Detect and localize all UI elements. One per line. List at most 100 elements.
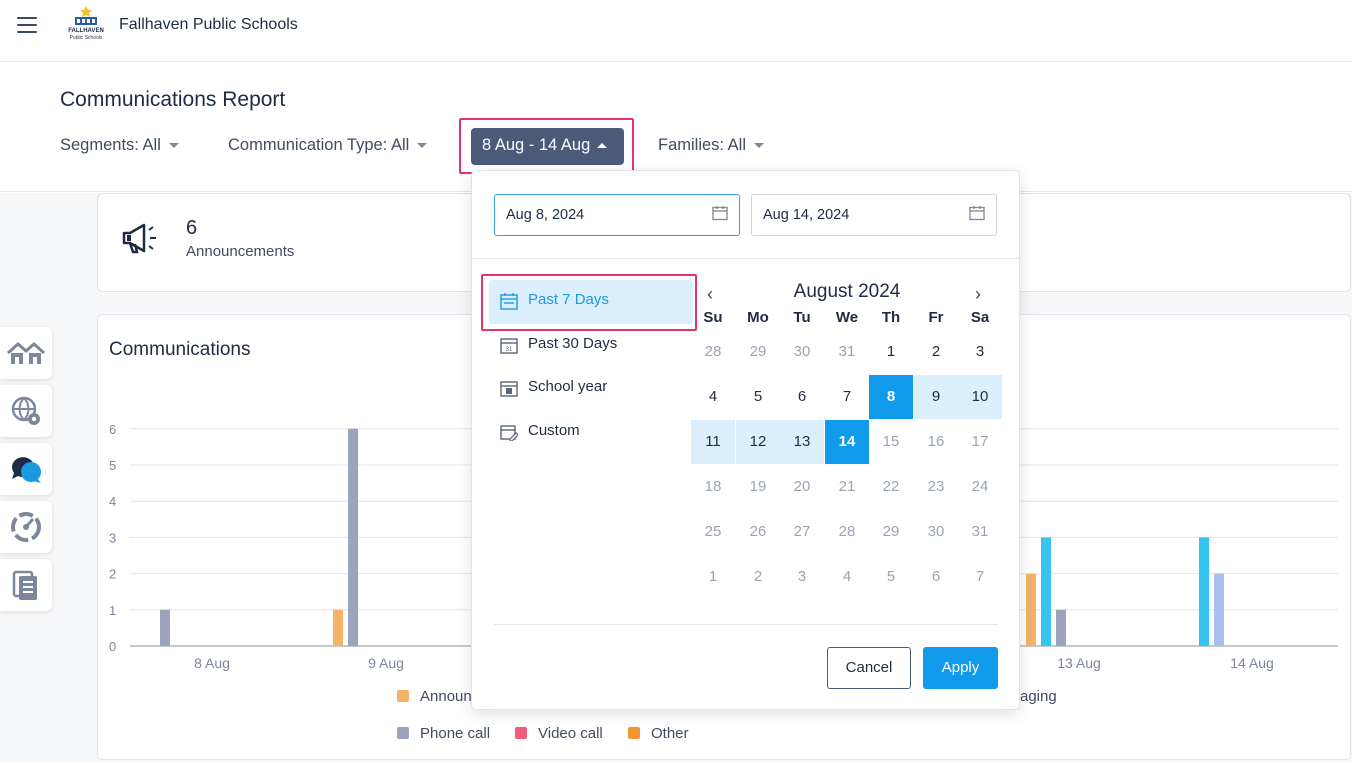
chevron-up-icon bbox=[597, 143, 608, 149]
preset-past-30-days[interactable]: 31 Past 30 Days bbox=[489, 324, 693, 368]
previous-month-button[interactable]: ‹ bbox=[707, 284, 713, 304]
chart-bar[interactable] bbox=[1199, 537, 1209, 646]
communications-title: Communications bbox=[109, 339, 251, 360]
preset-school-year[interactable]: School year bbox=[489, 367, 693, 411]
calendar-day[interactable]: 21 bbox=[838, 478, 856, 495]
calendar-day[interactable]: 19 bbox=[749, 478, 767, 495]
calendar-icon[interactable] bbox=[712, 205, 728, 221]
end-date-input[interactable]: Aug 14, 2024 bbox=[751, 194, 997, 236]
communication-type-filter[interactable]: Communication Type: All bbox=[228, 136, 428, 155]
x-tick-label: 13 Aug bbox=[1057, 655, 1101, 671]
calendar-edit-icon bbox=[500, 425, 518, 441]
school-logo[interactable]: FALLHAVEN Public Schools bbox=[66, 4, 106, 42]
calendar-day[interactable]: 15 bbox=[882, 433, 900, 450]
chart-bar[interactable] bbox=[1026, 573, 1036, 646]
calendar-day[interactable]: 12 bbox=[736, 420, 780, 464]
calendar-icon[interactable] bbox=[969, 205, 985, 221]
dashboard-nav-item[interactable] bbox=[0, 501, 52, 553]
month-label: August 2024 bbox=[793, 281, 901, 302]
legend-item-messaging[interactable]: aging bbox=[1020, 688, 1057, 705]
legend-label: Video call bbox=[538, 725, 603, 742]
weekday-label: We bbox=[835, 309, 859, 326]
end-date-value: Aug 14, 2024 bbox=[763, 207, 850, 223]
calendar-day[interactable]: 4 bbox=[842, 568, 852, 585]
globe-settings-icon bbox=[11, 396, 40, 425]
preset-custom[interactable]: Custom bbox=[489, 411, 693, 455]
legend-item-other[interactable]: Other bbox=[628, 725, 689, 742]
calendar-day[interactable]: 20 bbox=[793, 478, 811, 495]
calendar-day[interactable]: 31 bbox=[838, 343, 856, 360]
calendar-icon bbox=[500, 293, 518, 310]
calendar-day[interactable]: 16 bbox=[927, 433, 945, 450]
calendar-day[interactable]: 14 bbox=[825, 420, 869, 464]
calendar-day[interactable]: 7 bbox=[975, 568, 985, 585]
calendar-day[interactable]: 31 bbox=[971, 523, 989, 540]
calendar-day[interactable]: 30 bbox=[793, 343, 811, 360]
globe-nav-item[interactable] bbox=[0, 385, 52, 437]
calendar-day[interactable]: 11 bbox=[691, 420, 735, 464]
legend-label: Announ bbox=[420, 688, 472, 705]
segments-filter[interactable]: Segments: All bbox=[60, 136, 179, 155]
weekday-label: Su bbox=[703, 309, 723, 326]
documents-nav-item[interactable] bbox=[0, 559, 52, 611]
calendar-day[interactable]: 9 bbox=[914, 375, 958, 419]
calendar-day[interactable]: 24 bbox=[971, 478, 989, 495]
legend-item-announcements[interactable]: Announ bbox=[397, 688, 472, 705]
calendar-day[interactable]: 8 bbox=[869, 375, 913, 419]
calendar-day[interactable]: 3 bbox=[975, 343, 985, 360]
calendar-day[interactable]: 2 bbox=[753, 568, 763, 585]
calendar-day[interactable]: 29 bbox=[882, 523, 900, 540]
next-month-button[interactable]: › bbox=[975, 284, 981, 304]
legend-swatch bbox=[397, 727, 409, 739]
calendar-day[interactable]: 23 bbox=[927, 478, 945, 495]
apply-button[interactable]: Apply bbox=[923, 647, 998, 689]
calendar-day[interactable]: 5 bbox=[753, 388, 763, 405]
calendar-day[interactable]: 30 bbox=[927, 523, 945, 540]
calendar-day[interactable]: 22 bbox=[882, 478, 900, 495]
calendar-day[interactable]: 3 bbox=[797, 568, 807, 585]
calendar-day[interactable]: 29 bbox=[749, 343, 767, 360]
y-tick-label: 0 bbox=[109, 639, 116, 654]
date-range-button[interactable]: 8 Aug - 14 Aug bbox=[471, 128, 624, 165]
divider bbox=[472, 258, 1021, 259]
calendar-day[interactable]: 13 bbox=[780, 420, 824, 464]
legend-item-phone-call[interactable]: Phone call bbox=[397, 725, 490, 742]
chart-bar[interactable] bbox=[1056, 609, 1066, 646]
chart-bar[interactable] bbox=[1041, 537, 1051, 646]
legend-label: Other bbox=[651, 725, 689, 742]
chart-bar[interactable] bbox=[160, 609, 170, 646]
calendar-day[interactable]: 2 bbox=[931, 343, 941, 360]
families-filter[interactable]: Families: All bbox=[658, 136, 765, 155]
cancel-button[interactable]: Cancel bbox=[827, 647, 911, 689]
calendar-day[interactable]: 18 bbox=[704, 478, 722, 495]
chart-bar[interactable] bbox=[1214, 573, 1224, 646]
chart-bar[interactable] bbox=[348, 428, 358, 646]
calendar-day[interactable]: 27 bbox=[793, 523, 811, 540]
svg-text:31: 31 bbox=[506, 347, 513, 353]
home-nav-item[interactable] bbox=[0, 327, 52, 379]
weekday-label: Tu bbox=[793, 309, 811, 326]
start-date-input[interactable]: Aug 8, 2024 bbox=[494, 194, 740, 236]
preset-label: School year bbox=[528, 378, 608, 395]
calendar-day[interactable]: 5 bbox=[886, 568, 896, 585]
legend-item-video-call[interactable]: Video call bbox=[515, 725, 603, 742]
calendar-day[interactable]: 26 bbox=[749, 523, 767, 540]
legend-swatch bbox=[628, 727, 640, 739]
y-tick-label: 6 bbox=[109, 422, 116, 437]
calendar-day[interactable]: 6 bbox=[797, 388, 807, 405]
calendar-day[interactable]: 28 bbox=[838, 523, 856, 540]
calendar-day[interactable]: 17 bbox=[971, 433, 989, 450]
calendar-day[interactable]: 6 bbox=[931, 568, 941, 585]
calendar-day[interactable]: 7 bbox=[842, 388, 852, 405]
messages-nav-item[interactable] bbox=[0, 443, 52, 495]
menu-icon[interactable] bbox=[17, 17, 37, 33]
chart-bar[interactable] bbox=[333, 609, 343, 646]
calendar-day[interactable]: 28 bbox=[704, 343, 722, 360]
calendar-day[interactable]: 1 bbox=[708, 568, 718, 585]
documents-icon bbox=[12, 570, 37, 600]
calendar-day[interactable]: 10 bbox=[958, 375, 1002, 419]
preset-past-7-days[interactable]: Past 7 Days bbox=[489, 280, 693, 324]
calendar-day[interactable]: 25 bbox=[704, 523, 722, 540]
calendar-day[interactable]: 1 bbox=[886, 343, 896, 360]
calendar-day[interactable]: 4 bbox=[708, 388, 718, 405]
